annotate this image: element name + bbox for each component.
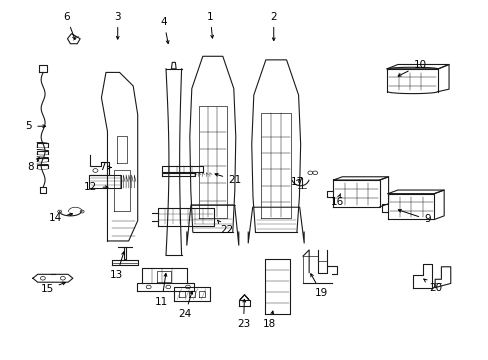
Text: 20: 20 [423, 279, 441, 293]
Text: 10: 10 [397, 60, 426, 76]
Text: 23: 23 [236, 299, 250, 329]
Text: 9: 9 [398, 210, 430, 224]
Text: 22: 22 [217, 220, 233, 235]
Text: 3: 3 [114, 12, 121, 39]
Text: 24: 24 [178, 291, 192, 319]
Text: 7: 7 [99, 162, 111, 172]
Text: 18: 18 [263, 311, 276, 329]
Text: 5: 5 [25, 121, 45, 131]
Text: 16: 16 [330, 194, 343, 207]
Text: 6: 6 [63, 12, 75, 39]
Text: 12: 12 [84, 182, 108, 192]
Text: 8: 8 [27, 158, 39, 172]
Text: 13: 13 [110, 252, 124, 280]
Text: 17: 17 [290, 177, 303, 187]
Text: 21: 21 [215, 174, 241, 185]
Text: 4: 4 [161, 17, 169, 44]
Text: 11: 11 [155, 274, 168, 307]
Text: 15: 15 [41, 282, 65, 294]
Text: 2: 2 [270, 12, 277, 41]
Text: 14: 14 [49, 213, 72, 222]
Text: 1: 1 [206, 12, 213, 38]
Text: 19: 19 [310, 274, 327, 298]
